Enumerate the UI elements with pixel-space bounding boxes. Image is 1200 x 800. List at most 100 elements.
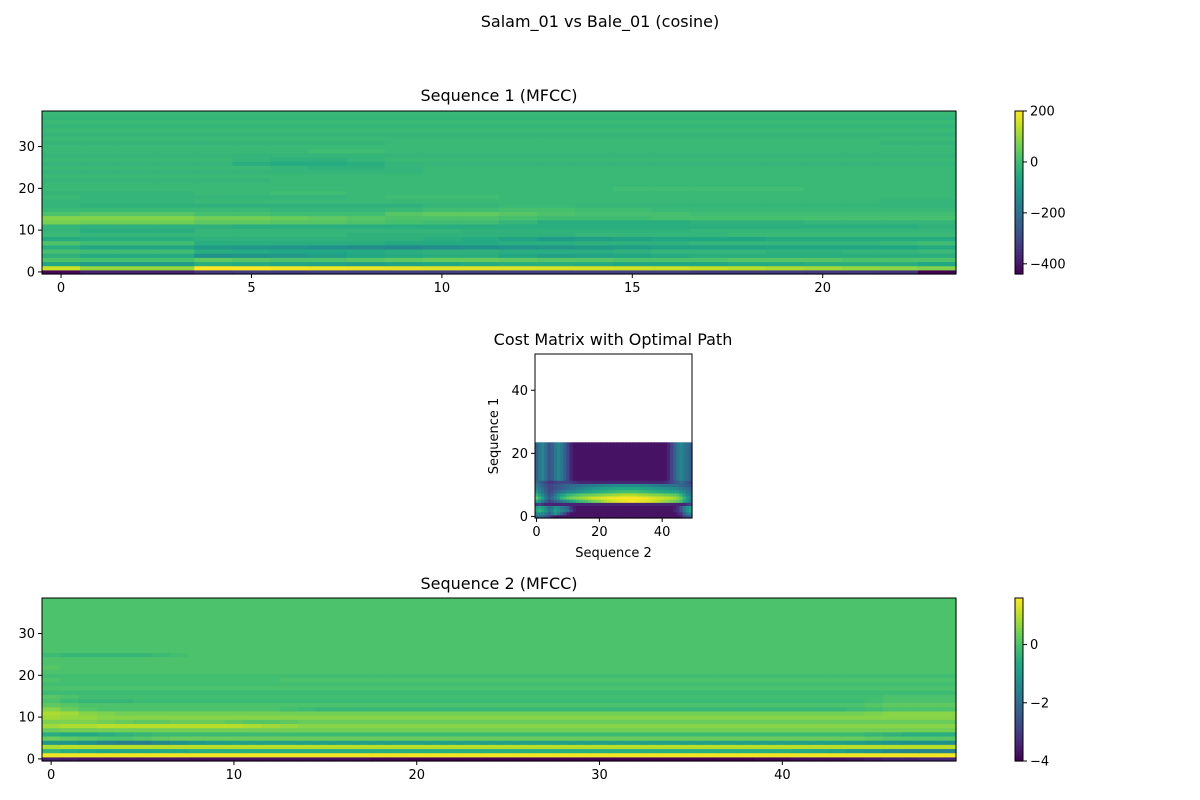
seq1-cell <box>537 207 576 212</box>
seq2-cell <box>444 735 464 741</box>
cost-cell <box>676 499 681 503</box>
seq2-cell <box>115 735 134 741</box>
cost-cell <box>569 454 574 459</box>
seq2-cell <box>115 669 134 674</box>
seq2-cell <box>133 602 153 607</box>
seq2-colorbar-tick-label: −2 <box>1030 696 1049 711</box>
cost-cell <box>635 495 640 500</box>
seq2-cell <box>846 639 866 645</box>
seq2-cell <box>919 681 939 687</box>
seq2-cell <box>334 715 354 720</box>
seq2-cell <box>864 606 884 612</box>
cost-cell <box>535 502 539 506</box>
cost-cell <box>676 470 681 475</box>
cost-cell <box>622 442 627 447</box>
cost-cell <box>651 451 655 456</box>
seq2-cell <box>736 731 756 737</box>
seq1-cell <box>917 244 957 250</box>
seq2-cell <box>371 723 390 729</box>
seq2-cell <box>78 623 98 628</box>
seq2-cell <box>608 694 628 699</box>
seq2-cell <box>809 731 829 737</box>
seq2-cell <box>352 643 372 649</box>
seq2-cell <box>169 677 189 683</box>
seq2-cell <box>882 652 902 658</box>
cost-cell <box>619 470 624 475</box>
seq1-cell <box>917 182 957 187</box>
cost-cell <box>604 483 608 488</box>
seq2-cell <box>809 698 829 704</box>
seq1-cell <box>232 269 272 275</box>
cost-cell <box>585 514 589 519</box>
seq2-cell <box>352 685 372 691</box>
seq2-colorbar-step <box>1015 717 1023 721</box>
seq2-cell <box>553 748 573 754</box>
cost-cell <box>626 442 630 447</box>
seq2-cell <box>243 639 262 645</box>
seq1-cell <box>575 148 614 154</box>
seq2-cell <box>316 606 336 612</box>
seq2-cell <box>279 606 299 612</box>
seq2-cell <box>425 752 445 758</box>
cost-cell <box>682 458 687 462</box>
cost-cell <box>651 480 655 484</box>
seq2-cell <box>590 740 610 745</box>
seq2-cell <box>96 631 116 637</box>
cost-cell <box>594 508 599 513</box>
seq2-cell <box>809 652 829 658</box>
seq2-cell <box>407 610 427 616</box>
seq2-cell <box>78 706 98 712</box>
seq1-cell <box>841 161 881 166</box>
seq2-cell <box>590 610 610 616</box>
seq2-cell <box>736 627 756 633</box>
cost-cell <box>594 489 599 494</box>
seq1-cell <box>118 223 157 229</box>
seq1-cell <box>575 173 614 179</box>
seq2-cell <box>901 715 921 720</box>
seq2-cell <box>151 623 171 628</box>
cost-cell <box>663 464 668 469</box>
cost-cell <box>654 470 659 475</box>
cost-cell <box>626 495 630 500</box>
seq2-cell <box>42 602 61 607</box>
seq2-cell <box>480 723 500 729</box>
seq1-cell <box>765 253 805 258</box>
cost-cell <box>597 514 602 519</box>
seq1-cell <box>308 148 348 154</box>
seq2-cell <box>864 719 884 724</box>
seq2-cell <box>535 602 555 607</box>
cost-cell <box>616 454 621 459</box>
seq1-colorbar-step <box>1015 146 1023 150</box>
seq2-cell <box>115 756 134 762</box>
seq2-cell <box>553 652 573 658</box>
seq2-cell <box>352 648 372 653</box>
seq2-cell <box>937 727 957 733</box>
seq2-cell <box>828 719 847 724</box>
cost-cell <box>641 492 646 497</box>
cost-cell <box>657 495 662 500</box>
seq1-colorbar-step <box>1015 159 1023 164</box>
seq2-colorbar-step <box>1015 709 1023 713</box>
seq1-cell <box>460 215 500 221</box>
seq1-colorbar-step <box>1015 260 1023 264</box>
seq1-cell <box>613 182 652 187</box>
cost-cell <box>535 454 539 459</box>
seq1-cell <box>80 207 119 212</box>
cost-cell <box>535 499 539 503</box>
seq2-cell <box>279 673 299 679</box>
seq2-cell <box>279 723 299 729</box>
seq1-cell <box>194 173 234 179</box>
seq1-colorbar-step <box>1015 151 1023 156</box>
cost-cell <box>610 467 615 472</box>
seq2-cell <box>663 715 683 720</box>
cost-cell <box>560 499 564 503</box>
seq2-cell <box>572 740 591 745</box>
seq2-cell <box>462 735 482 741</box>
seq2-cell <box>773 664 793 670</box>
seq1-cell <box>499 248 538 254</box>
seq2-cell <box>499 677 518 683</box>
seq2-cell <box>206 744 226 750</box>
cost-cell <box>538 492 542 497</box>
cost-cell <box>679 486 684 491</box>
cost-cell <box>685 467 690 472</box>
